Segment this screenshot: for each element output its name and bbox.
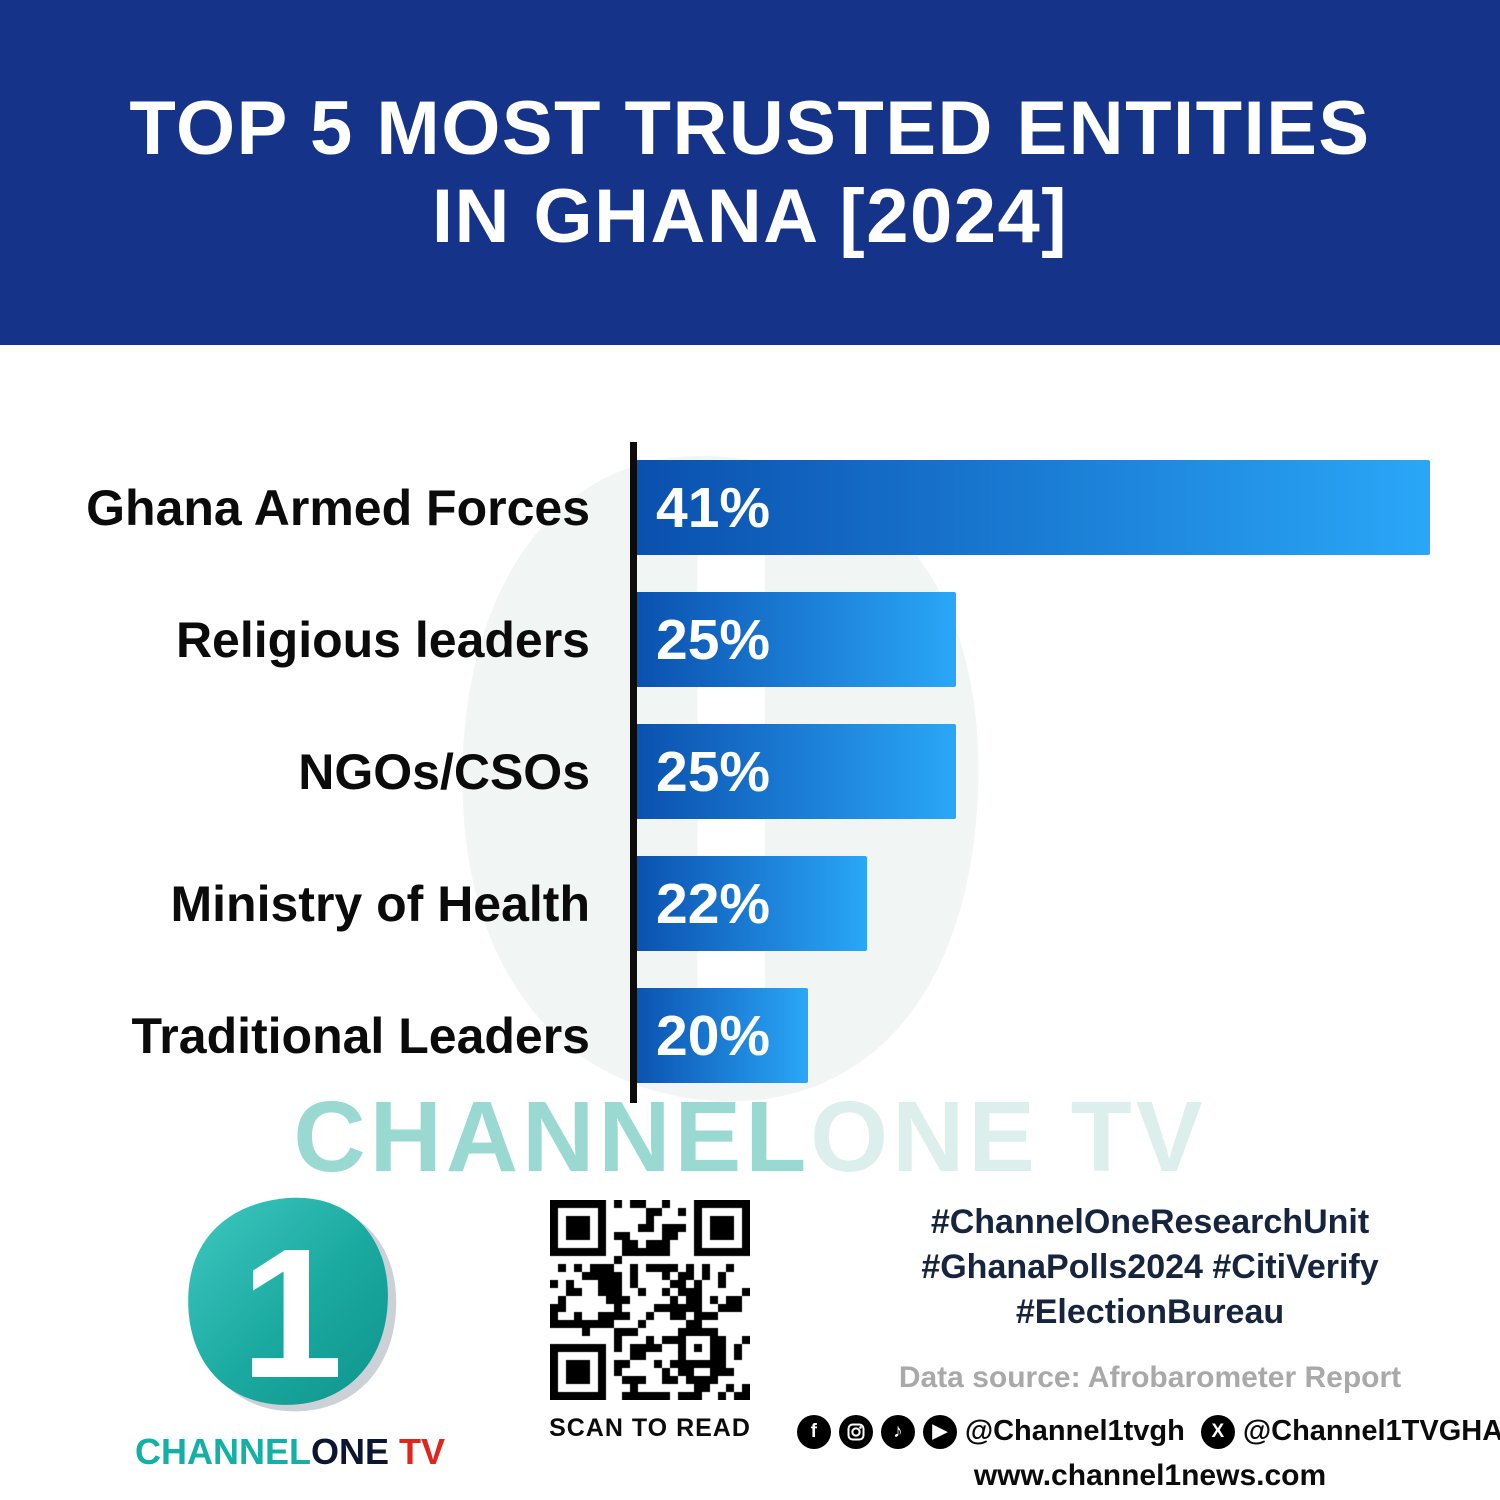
qr-code <box>550 1200 750 1400</box>
chart-row: Religious leaders 25% <box>0 592 1500 687</box>
watermark-part1: CHANNEL <box>293 1081 811 1193</box>
bar-area: 22% <box>630 856 1500 951</box>
bar: 22% <box>630 856 867 951</box>
hashtag-line1: #ChannelOneResearchUnit <box>930 1203 1370 1241</box>
chart-axis-line <box>630 442 637 1103</box>
header-banner: TOP 5 MOST TRUSTED ENTITIES IN GHANA [20… <box>0 0 1500 345</box>
bar-value: 41% <box>656 475 771 540</box>
social-row: f ♪ ▶ @Channel1tvgh X @Channel1TVGHA <box>796 1414 1500 1449</box>
chart-rows: Ghana Armed Forces 41% Religious leaders… <box>0 460 1500 1083</box>
bar-label: Religious leaders <box>175 611 590 668</box>
bar-area: 25% <box>630 592 1500 687</box>
instagram-icon <box>838 1414 873 1449</box>
bar: 20% <box>630 988 808 1083</box>
social-handle-2: @Channel1TVGHA <box>1242 1415 1500 1448</box>
qr-caption: SCAN TO READ <box>549 1414 751 1442</box>
bar: 25% <box>630 724 956 819</box>
website-url: www.channel1news.com <box>973 1458 1327 1492</box>
hashtags: #ChannelOneResearchUnit #GhanaPolls2024 … <box>860 1200 1440 1335</box>
hashtag-line2: #GhanaPolls2024 #CitiVerify <box>921 1247 1379 1286</box>
bar-label: Ministry of Health <box>170 875 590 932</box>
channel-one-logo-block: 1 CHANNELONE TV <box>125 1185 455 1473</box>
social-handle-1: @Channel1tvgh <box>964 1415 1185 1448</box>
x-icon: X <box>1200 1414 1235 1449</box>
page-title-line1: TOP 5 MOST TRUSTED ENTITIES <box>129 86 1371 172</box>
wordmark-one: ONE <box>310 1431 389 1472</box>
bar: 25% <box>630 592 956 687</box>
tiktok-icon: ♪ <box>880 1414 915 1449</box>
page-title-line2: IN GHANA [2024] <box>431 173 1069 259</box>
bar-value: 25% <box>656 739 771 804</box>
channel-one-wordmark: CHANNELONE TV <box>125 1431 455 1473</box>
footer-info-block: #ChannelOneResearchUnit #GhanaPolls2024 … <box>796 1200 1500 1493</box>
bar-area: 25% <box>630 724 1500 819</box>
watermark-part2: ONE TV <box>810 1081 1207 1193</box>
bar-value: 20% <box>656 1003 771 1068</box>
wordmark-channel: CHANNEL <box>134 1431 311 1472</box>
data-source: Data source: Afrobarometer Report <box>898 1360 1402 1394</box>
channel-one-watermark-text: CHANNELONE TV <box>0 1080 1500 1195</box>
bar-label: NGOs/CSOs <box>298 743 590 800</box>
bar-chart: Ghana Armed Forces 41% Religious leaders… <box>0 442 1500 1103</box>
bar-value: 22% <box>656 871 771 936</box>
bar-label: Ghana Armed Forces <box>86 479 590 536</box>
chart-row: Ghana Armed Forces 41% <box>0 460 1500 555</box>
bar: 41% <box>630 460 1430 555</box>
hashtag-line3: #ElectionBureau <box>1015 1292 1285 1331</box>
chart-row: Traditional Leaders 20% <box>0 988 1500 1083</box>
bar-label: Traditional Leaders <box>131 1007 590 1064</box>
chart-row: NGOs/CSOs 25% <box>0 724 1500 819</box>
bar-value: 25% <box>656 607 771 672</box>
youtube-icon: ▶ <box>922 1414 957 1449</box>
channel-one-logo: 1 <box>188 1197 397 1417</box>
logo-number: 1 <box>241 1211 344 1417</box>
chart-row: Ministry of Health 22% <box>0 856 1500 951</box>
bar-area: 41% <box>630 460 1500 555</box>
bar-area: 20% <box>630 988 1500 1083</box>
facebook-icon: f <box>796 1414 831 1449</box>
qr-block: SCAN TO READ <box>538 1200 762 1443</box>
wordmark-tv: TV <box>389 1431 446 1472</box>
